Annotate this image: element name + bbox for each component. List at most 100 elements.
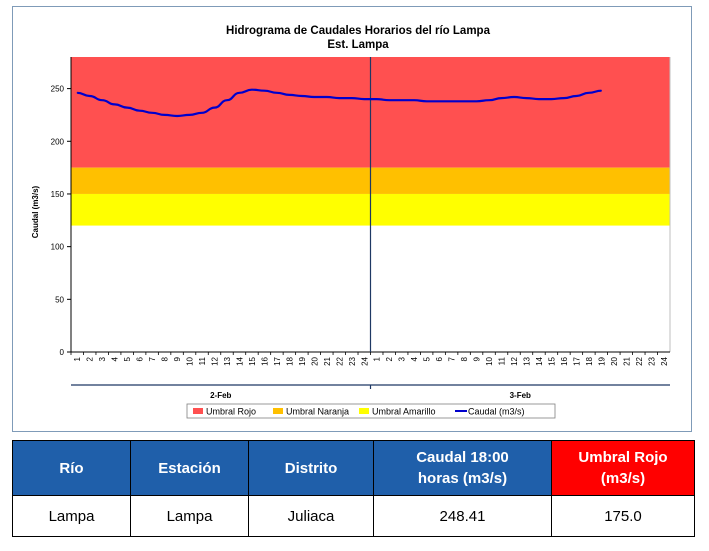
legend-swatch — [193, 408, 203, 414]
x-tick-label: 23 — [348, 356, 357, 365]
cell-distrito: Juliaca — [248, 495, 374, 537]
x-tick-label: 22 — [335, 356, 344, 365]
data-point — [413, 99, 415, 101]
x-tick-label: 20 — [310, 356, 319, 365]
data-point — [238, 92, 241, 94]
x-tick-label: 2 — [86, 356, 95, 361]
x-tick-label: 24 — [360, 356, 369, 365]
header-umbral-line1: Umbral Rojo — [578, 449, 668, 466]
x-tick-label: 23 — [647, 356, 656, 365]
data-point — [288, 94, 290, 96]
chart-subtitle: Est. Lampa — [327, 39, 389, 51]
legend-label: Umbral Rojo — [206, 407, 256, 417]
y-tick-label: 200 — [51, 137, 65, 146]
x-tick-label: 12 — [211, 356, 220, 365]
x-tick-label: 3 — [398, 356, 407, 361]
data-point — [513, 96, 515, 98]
x-tick-label: 13 — [223, 356, 232, 365]
header-umbral-rojo: Umbral Rojo (m3/s) — [551, 440, 695, 496]
header-estacion: Estación — [130, 440, 249, 496]
cell-caudal: 248.41 — [373, 495, 552, 537]
header-rio: Río — [12, 440, 131, 496]
x-tick-label: 6 — [435, 356, 444, 361]
x-tick-label: 13 — [522, 356, 531, 365]
y-tick-label: 150 — [51, 190, 65, 199]
table-row: Lampa Lampa Juliaca 248.41 175.0 — [12, 495, 695, 537]
x-tick-label: 17 — [572, 356, 581, 365]
x-tick-label: 12 — [510, 356, 519, 365]
data-point — [438, 100, 440, 102]
data-point — [426, 100, 428, 102]
chart-panel: Hidrograma de Caudales Horarios del río … — [12, 6, 692, 432]
header-distrito: Distrito — [248, 440, 374, 496]
data-point — [188, 114, 191, 116]
data-point — [363, 98, 365, 100]
table-header-row: Río Estación Distrito Caudal 18:00 horas… — [12, 440, 695, 496]
x-tick-label: 18 — [585, 356, 594, 365]
legend-item: Umbral Rojo — [193, 407, 256, 417]
x-tick-label: 19 — [298, 356, 307, 365]
legend-label: Umbral Naranja — [286, 407, 349, 417]
x-tick-label: 19 — [597, 356, 606, 365]
data-point — [500, 97, 503, 99]
data-point — [101, 99, 103, 101]
x-tick-label: 14 — [535, 356, 544, 365]
legend-item: Umbral Naranja — [273, 407, 349, 417]
y-axis-label: Caudal (m3/s) — [31, 185, 40, 238]
y-tick-label: 250 — [51, 85, 65, 94]
x-tick-label: 24 — [660, 356, 669, 365]
data-point — [163, 114, 166, 116]
data-point — [538, 98, 540, 100]
data-point — [201, 112, 203, 114]
x-tick-label: 7 — [448, 356, 457, 361]
x-tick-label: 1 — [73, 356, 82, 361]
data-point — [588, 92, 590, 94]
x-tick-label: 21 — [622, 356, 631, 365]
x-tick-label: 4 — [410, 356, 419, 361]
data-point — [563, 97, 565, 99]
data-point — [326, 96, 328, 98]
x-tick-label: 11 — [198, 356, 207, 365]
data-point — [600, 90, 602, 92]
data-point — [251, 89, 253, 91]
x-tick-label: 7 — [148, 356, 157, 361]
data-point — [401, 99, 403, 101]
chart-title: Hidrograma de Caudales Horarios del río … — [226, 25, 491, 37]
legend-swatch — [359, 408, 369, 414]
header-caudal-line2: horas (m3/s) — [417, 470, 508, 487]
data-point — [525, 97, 528, 99]
data-point — [263, 90, 266, 92]
x-tick-label: 10 — [485, 356, 494, 365]
x-tick-label: 3 — [98, 356, 107, 361]
y-tick-label: 50 — [55, 295, 64, 304]
day-label: 2-Feb — [210, 391, 231, 400]
hydrograph-chart: Hidrograma de Caudales Horarios del río … — [31, 25, 671, 419]
x-tick-label: 11 — [498, 356, 507, 365]
day-label: 3-Feb — [510, 391, 531, 400]
legend-box — [186, 403, 556, 419]
legend-label: Umbral Amarillo — [372, 407, 436, 417]
legend-item: Umbral Amarillo — [359, 407, 436, 417]
x-tick-label: 16 — [260, 356, 269, 365]
series-layer — [76, 88, 602, 118]
data-point — [301, 95, 303, 97]
data-point — [89, 95, 91, 97]
data-point — [139, 110, 141, 112]
legend-swatch — [273, 408, 283, 414]
x-tick-label: 8 — [161, 356, 170, 361]
y-tick-label: 100 — [51, 243, 65, 252]
x-tick-label: 8 — [460, 356, 469, 361]
cell-umbral: 175.0 — [551, 495, 695, 537]
y-tick-label: 0 — [60, 348, 65, 357]
x-tick-label: 9 — [473, 356, 482, 361]
data-point — [176, 115, 178, 117]
data-point — [313, 96, 315, 98]
data-point — [114, 103, 116, 106]
x-tick-label: 4 — [111, 356, 120, 361]
data-point — [351, 97, 353, 99]
data-point — [575, 95, 578, 97]
x-tick-label: 15 — [547, 356, 556, 365]
x-tick-label: 1 — [373, 356, 382, 361]
x-tick-label: 17 — [273, 356, 282, 365]
